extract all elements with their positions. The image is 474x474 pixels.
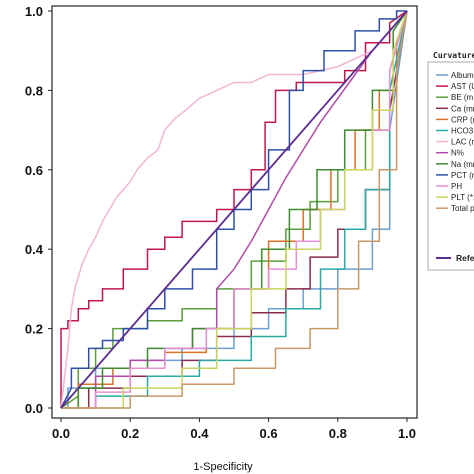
roc-curve-5	[61, 10, 408, 409]
x-tick-label: 0.8	[329, 426, 347, 441]
legend-item-label: LAC (m	[451, 138, 474, 147]
y-tick-label: 0.8	[25, 83, 43, 98]
legend-item-label: CRP (n	[451, 115, 474, 124]
y-tick-label: 0.6	[25, 163, 43, 178]
legend-reference-label: Refe	[456, 253, 474, 263]
legend-title: Curvature-	[433, 51, 474, 60]
legend: Curvature- Albumi AST (U BE (m Ca (mr CRP (n…	[427, 51, 474, 271]
roc-curve-9	[60, 10, 407, 409]
x-tick-label: 0.4	[190, 426, 209, 441]
legend-item-label: PH	[451, 182, 462, 191]
axis-ticks: 0.0 0.2 0.4 0.6 0.8 1.0 0.0 0.2 0.4 0.6 0.8 1.0	[25, 4, 416, 441]
legend-item-label: Ca (mr	[451, 104, 474, 113]
roc-curve-4	[61, 10, 408, 409]
x-tick-label: 1.0	[398, 426, 416, 441]
legend-item-label: PLT (*1	[451, 193, 474, 202]
legend-item-label: AST (U	[451, 82, 474, 91]
reference-line	[60, 10, 408, 409]
curves-layer	[60, 10, 408, 409]
y-tick-label: 0.0	[25, 401, 43, 416]
y-tick-label: 0.4	[25, 242, 44, 257]
legend-item-label: Total p	[451, 204, 474, 213]
legend-item-label: PCT (n	[451, 171, 474, 180]
plot-area-frame	[51, 5, 418, 419]
x-tick-label: 0.6	[260, 426, 278, 441]
y-tick-label: 1.0	[25, 4, 43, 19]
roc-curve-6	[60, 10, 408, 409]
x-tick-label: 0.0	[52, 426, 70, 441]
legend-item-label: Albumi	[451, 71, 474, 80]
legend-box	[427, 61, 474, 271]
legend-item-label: N%	[451, 149, 464, 158]
legend-item-label: BE (m	[451, 93, 474, 102]
legend-item-label: HCO3	[451, 127, 474, 136]
y-tick-label: 0.2	[25, 322, 43, 337]
x-tick-label: 0.2	[121, 426, 139, 441]
roc-curve-12	[61, 10, 408, 409]
legend-item-label: Na (mr	[451, 160, 474, 169]
x-axis-label: 1-Specificity	[193, 461, 253, 473]
